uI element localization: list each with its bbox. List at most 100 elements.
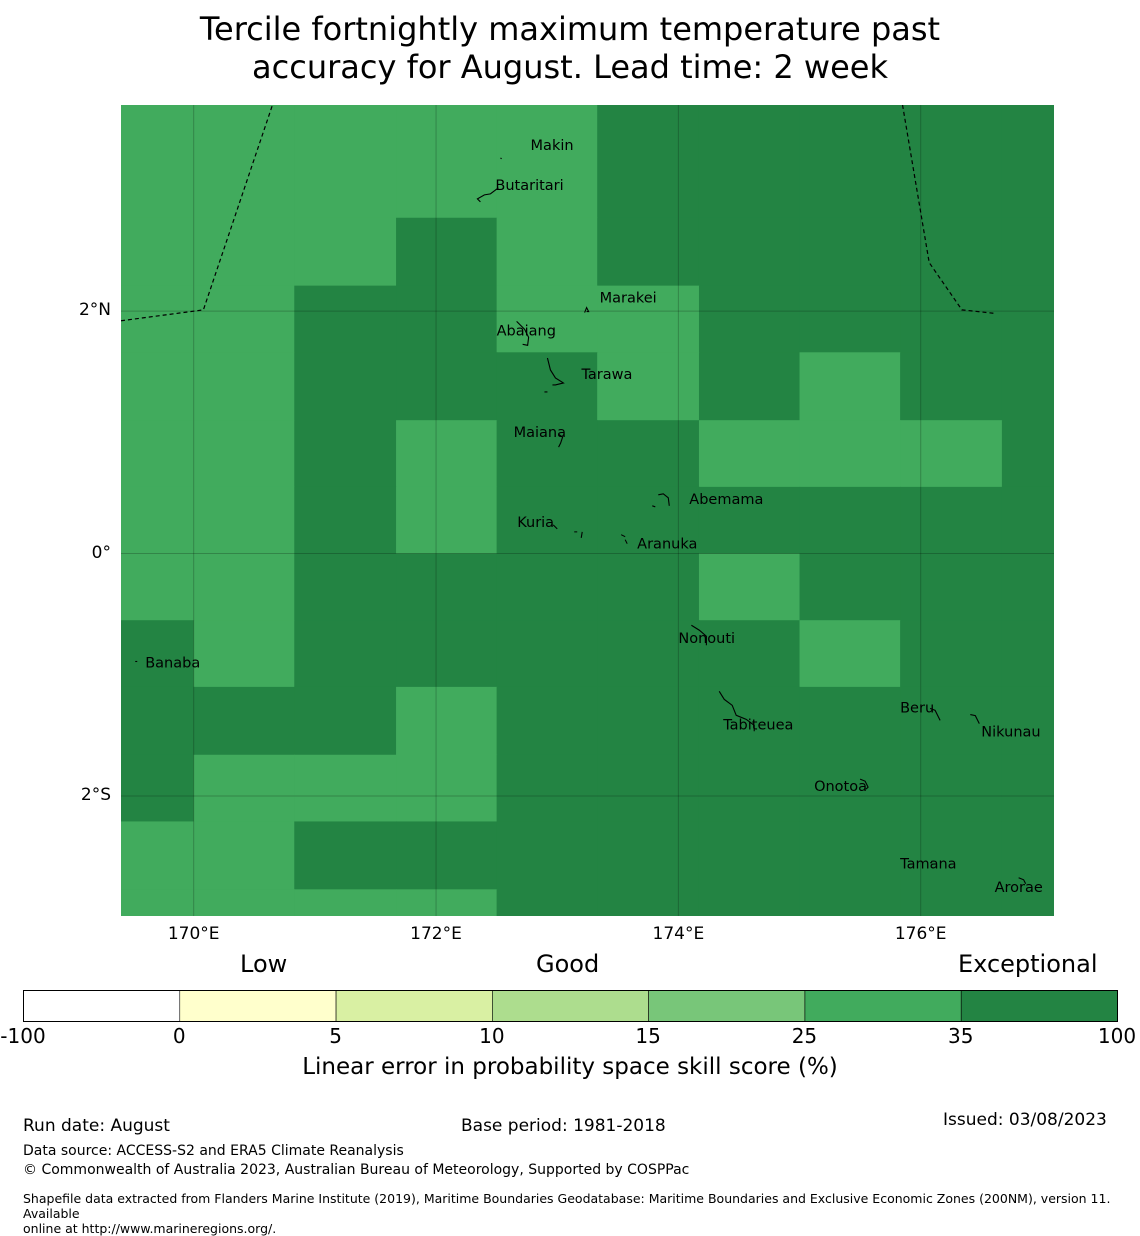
lat-tick-label: 2°S: [80, 784, 111, 805]
skill-cell-good: [121, 105, 195, 219]
skill-cell-exc: [496, 821, 598, 890]
skill-cell-good: [799, 620, 901, 688]
skill-cell-good: [900, 420, 1003, 488]
skill-cell-exc: [900, 217, 1003, 287]
place-marakei: Marakei: [600, 291, 657, 307]
shapefile-credit: Shapefile data extracted from Flanders M…: [23, 1191, 1138, 1236]
place-banaba: Banaba: [145, 655, 200, 671]
place-label: Butaritari: [495, 178, 563, 194]
skill-cell-good: [294, 754, 397, 823]
island-outline: [929, 707, 941, 721]
skill-cell-exc: [597, 889, 700, 916]
colorbar-segment: [804, 990, 962, 1022]
place-label: Tabiteuea: [722, 717, 793, 733]
colorbar-segment: [960, 990, 1118, 1022]
skill-cell-exc: [121, 754, 195, 823]
skill-cell-exc: [496, 620, 598, 688]
skill-cell-good: [193, 553, 295, 621]
skill-cell-exc: [1001, 821, 1054, 890]
skill-cell-exc: [1001, 285, 1054, 353]
place-label: Tamana: [899, 857, 956, 873]
skill-cell-exc: [900, 553, 1003, 621]
skill-cell-good: [121, 217, 195, 287]
lon-tick-label: 172°E: [410, 924, 462, 944]
colorbar-tick-label: 15: [635, 1024, 661, 1048]
lon-tick-label: 174°E: [652, 924, 705, 944]
skill-cell-exc: [698, 889, 801, 916]
skill-cell-exc: [597, 821, 700, 890]
island-outline: [558, 433, 564, 448]
lat-tick-label: 2°N: [78, 300, 111, 321]
run-date: Run date: August: [23, 1116, 170, 1136]
skill-cell-good: [121, 285, 195, 353]
place-label: Abaiang: [497, 323, 556, 339]
skill-cell-exc: [1001, 352, 1054, 421]
island-outline: [652, 493, 670, 508]
skill-cell-exc: [396, 352, 498, 421]
island-outline: [544, 357, 565, 393]
skill-cell-exc: [496, 889, 598, 916]
place-label: Nikunau: [981, 725, 1040, 741]
skill-cell-exc: [597, 686, 700, 756]
skill-cell-good: [121, 821, 195, 890]
skill-cell-exc: [496, 686, 598, 756]
shapefile-credit-line-1: Shapefile data extracted from Flanders M…: [23, 1191, 1111, 1221]
place-abaiang: Abaiang: [497, 323, 556, 339]
colorbar-label: Linear error in probability space skill …: [302, 1054, 838, 1080]
skill-cell-exc: [698, 285, 801, 353]
skill-cell-exc: [799, 889, 901, 916]
skill-cell-exc: [396, 620, 498, 688]
copyright: © Commonwealth of Australia 2023, Austra…: [23, 1162, 690, 1178]
colorbar-category-exceptional: Exceptional: [958, 950, 1098, 978]
skill-cell-exc: [698, 620, 801, 688]
colorbar-segment: [335, 990, 493, 1022]
eez-boundary-east: [901, 105, 996, 315]
colorbar-frame: [23, 990, 1118, 1022]
skill-cell-exc: [900, 821, 1003, 890]
place-kuria: Kuria: [517, 515, 554, 531]
place-label: Banaba: [145, 655, 200, 671]
skill-cell-good: [193, 420, 295, 488]
lon-tick-label: 170°E: [167, 924, 220, 944]
skill-cell-good: [396, 889, 498, 916]
colorbar-segment: [492, 990, 649, 1022]
skill-cell-exc: [900, 889, 1003, 916]
skill-cell-good: [597, 352, 700, 421]
colorbar-tick-label: 100: [1097, 1024, 1137, 1048]
skill-cell-exc: [1001, 620, 1054, 688]
skill-cell-exc: [294, 553, 397, 621]
island-outline: [552, 524, 583, 538]
skill-cell-good: [193, 821, 295, 890]
place-makin: Makin: [531, 138, 574, 154]
data-source: Data source: ACCESS-S2 and ERA5 Climate …: [23, 1143, 404, 1159]
skill-cell-exc: [1001, 486, 1054, 555]
skill-cell-good: [496, 217, 598, 287]
skill-cell-exc: [698, 754, 801, 823]
skill-cell-exc: [698, 217, 801, 287]
skill-cell-exc: [799, 821, 901, 890]
island-coastlines: [135, 157, 1027, 885]
skill-cell-exc: [294, 821, 397, 890]
skill-cell-exc: [396, 821, 498, 890]
skill-cell-exc: [121, 620, 195, 688]
island-outline: [1018, 877, 1027, 885]
skill-cell-good: [193, 620, 295, 688]
skill-cell-exc: [1001, 217, 1054, 287]
issued-date: Issued: 03/08/2023: [943, 1110, 1107, 1130]
skill-cell-exc: [496, 553, 598, 621]
skill-cell-exc: [496, 352, 598, 421]
skill-cell-exc: [597, 486, 700, 555]
colorbar-category-good: Good: [536, 950, 600, 978]
skill-cell-exc: [698, 821, 801, 890]
skill-cell-good: [396, 686, 498, 756]
skill-cell-exc: [193, 686, 295, 756]
skill-cell-exc: [597, 217, 700, 287]
place-label: Arorae: [995, 880, 1043, 896]
island-outline: [718, 691, 755, 732]
skill-cell-exc: [1001, 754, 1054, 823]
place-label: Makin: [531, 138, 574, 154]
skill-cell-good: [799, 420, 901, 488]
island-outline: [691, 624, 707, 646]
skill-cell-exc: [799, 486, 901, 555]
colorbar-category-low: Low: [240, 950, 288, 978]
